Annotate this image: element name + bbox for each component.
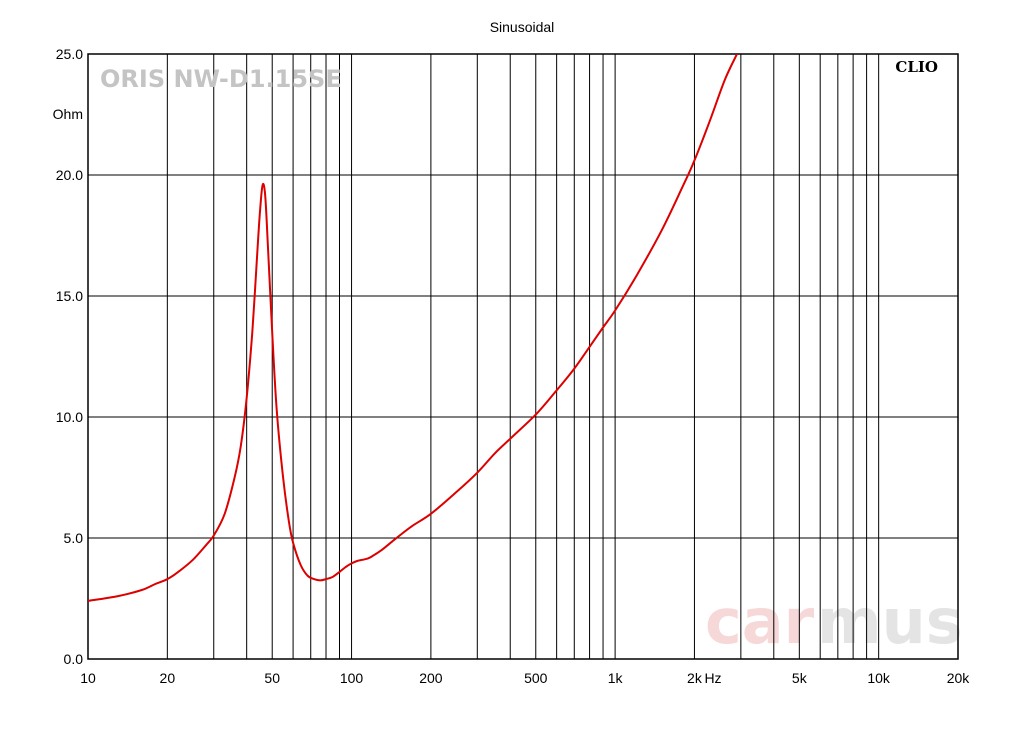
y-tick-label: 25.0 (56, 46, 83, 62)
y-tick-label: 0.0 (64, 651, 84, 667)
watermark-car: car (705, 585, 815, 658)
x-tick-label: 500 (524, 670, 548, 686)
x-tick-label: 50 (264, 670, 280, 686)
x-tick-label: 1k (608, 670, 624, 686)
x-unit-label: Hz (704, 670, 721, 686)
y-tick-labels: 0.0 5.0 10.0 15.0 20.0 25.0 (56, 46, 83, 667)
x-tick-label: 20k (947, 670, 971, 686)
x-tick-label: 200 (419, 670, 443, 686)
y-tick-label: 5.0 (64, 530, 84, 546)
chart-title: Sinusoidal (490, 19, 555, 35)
x-tick-label: 2k (687, 670, 703, 686)
x-tick-label: 5k (792, 670, 808, 686)
x-tick-label: 20 (160, 670, 176, 686)
y-tick-label: 20.0 (56, 167, 83, 183)
watermark-mus: mus (817, 585, 963, 658)
x-tick-label: 100 (340, 670, 364, 686)
x-tick-label: 10k (867, 670, 891, 686)
brand-label: CLIO (895, 58, 938, 76)
model-label: ORIS NW-D1.15SE (100, 65, 342, 93)
x-tick-label: 10 (80, 670, 96, 686)
watermark: car mus (705, 585, 963, 658)
y-unit-label: Ohm (53, 106, 83, 122)
minor-grid-lines (166, 54, 880, 659)
plot-frame (87, 53, 959, 660)
y-tick-label: 10.0 (56, 409, 83, 425)
y-tick-label: 15.0 (56, 288, 83, 304)
impedance-curve (88, 54, 738, 602)
major-grid-lines (88, 174, 958, 539)
x-tick-labels: 10 20 50 100 200 500 1k 2k 5k 10k 20k (80, 670, 970, 686)
